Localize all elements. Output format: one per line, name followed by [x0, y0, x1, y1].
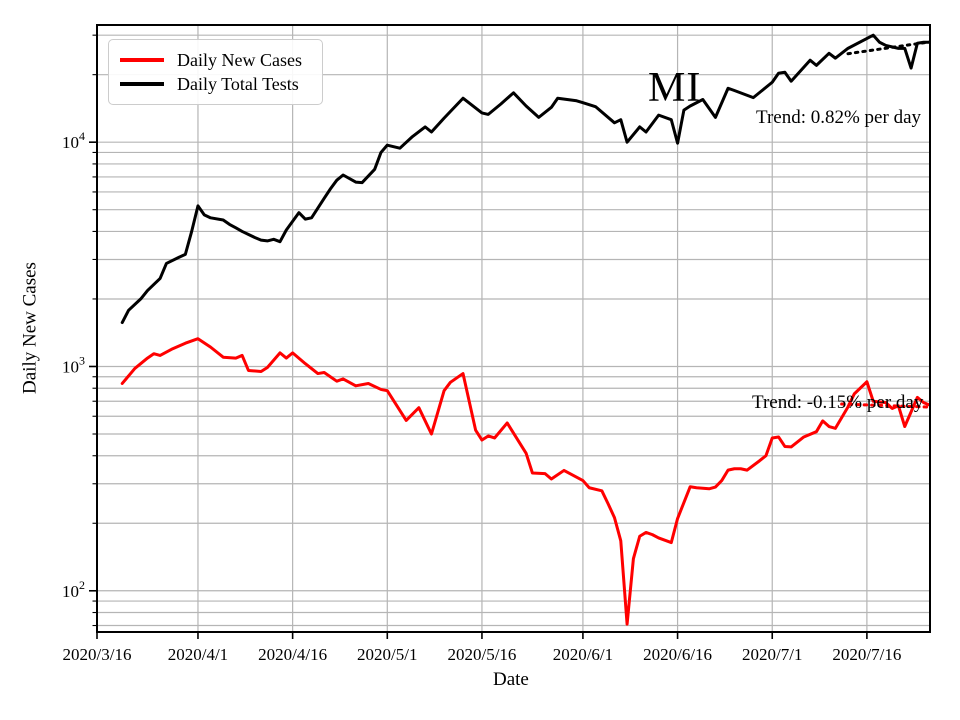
x-tick-label: 2020/4/1 [168, 645, 228, 664]
y-tick-label: 102 [62, 578, 85, 601]
trend-annotation-cases: Trend: -0.15% per day [752, 392, 924, 413]
legend-item-daily-total-tests: Daily Total Tests [120, 73, 312, 95]
x-tick-label: 2020/5/16 [447, 645, 516, 664]
x-tick-label: 2020/3/16 [63, 645, 132, 664]
x-tick-label: 2020/6/1 [553, 645, 613, 664]
legend-item-daily-new-cases: Daily New Cases [120, 49, 312, 71]
legend-line-swatch-black [120, 82, 164, 86]
legend-line-swatch-red [120, 58, 164, 62]
x-tick-label: 2020/5/1 [357, 645, 417, 664]
series-line-daily-new-cases [120, 337, 930, 626]
x-tick-label: 2020/6/16 [643, 645, 712, 664]
y-axis-label: Daily New Cases [19, 262, 41, 394]
plot-spines [96, 24, 931, 633]
x-tick-label: 2020/4/16 [258, 645, 327, 664]
trend-annotation-tests: Trend: 0.82% per day [756, 107, 921, 128]
legend: Daily New Cases Daily Total Tests [108, 39, 323, 105]
x-tick-label: 2020/7/1 [742, 645, 802, 664]
x-tick-label: 2020/7/16 [832, 645, 901, 664]
gridlines [96, 25, 930, 632]
y-tick-label: 103 [62, 353, 85, 376]
trend-line-cases [840, 402, 930, 409]
x-axis-label: Date [493, 669, 529, 690]
series-line-daily-total-tests [120, 33, 930, 325]
state-annotation: MI [648, 65, 702, 111]
y-tick-label: 104 [62, 129, 85, 152]
axis-ticks [89, 34, 868, 639]
legend-label: Daily Total Tests [177, 74, 299, 94]
tick-labels: 2020/3/16 2020/4/1 2020/4/16 2020/5/1 2020/5… [62, 129, 901, 664]
legend-label: Daily New Cases [177, 50, 302, 70]
data-series-group [120, 33, 930, 626]
